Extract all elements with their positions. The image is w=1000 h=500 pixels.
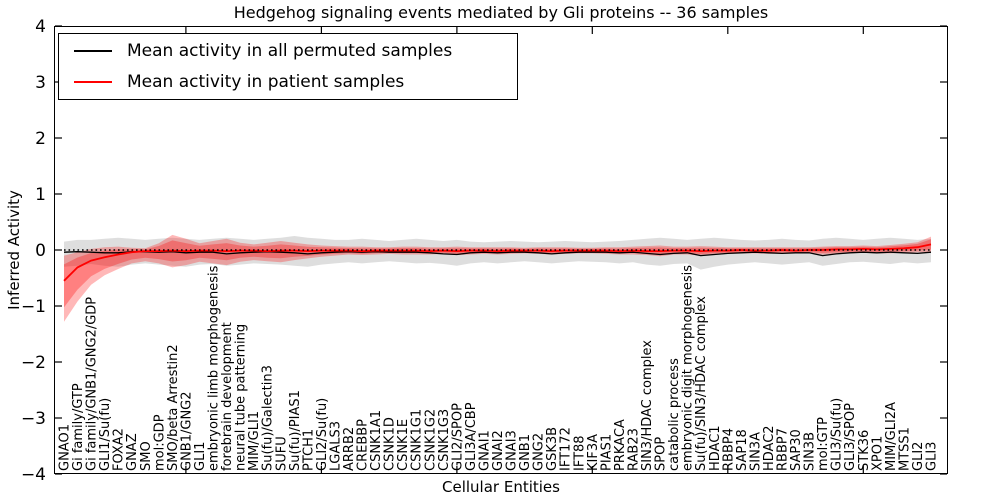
entity-label: GLI3: [925, 442, 940, 471]
y-tick-label: 3: [35, 73, 46, 93]
entity-label: Su(fu)/PIAS1: [288, 390, 303, 471]
entity-label: FOXA2: [112, 428, 127, 471]
legend-line-patient-swatch: [74, 80, 112, 83]
y-tick-label: −3: [21, 409, 46, 429]
entity-label: Su(fu)/SIN3/HDAC complex: [694, 296, 709, 471]
entity-label: STK36: [857, 430, 872, 471]
entity-label: GSK3B: [545, 427, 560, 471]
entity-label: IFT88: [572, 435, 587, 471]
entity-label: GLI2: [911, 442, 926, 471]
patient-band-outer: [64, 234, 931, 322]
y-tick-label: −1: [21, 297, 46, 317]
entity-label: GNAI1: [478, 430, 493, 471]
entity-label: CREBBP: [356, 419, 371, 471]
entity-label: SMO: [139, 441, 154, 471]
entity-label: GLI1: [193, 442, 208, 471]
entity-label: GLI1/Su(fu): [98, 398, 113, 471]
entity-label: MTSS1: [897, 427, 912, 471]
y-tick-label: 2: [35, 129, 46, 149]
entity-label: mol:GDP: [152, 414, 167, 471]
entity-label: PIAS1: [599, 434, 614, 471]
entity-label: CSNK1A1: [369, 410, 384, 471]
entity-label: CSNK1D: [383, 417, 398, 471]
entity-label: Gi family/GTP: [71, 383, 86, 471]
entity-label: Su(fu)/Galectin3: [261, 365, 276, 471]
entity-label: catabolic process: [667, 358, 682, 471]
entity-label: HDAC2: [762, 425, 777, 471]
entity-label: HDAC1: [708, 425, 723, 471]
entity-label: PTCH1: [301, 429, 316, 471]
entity-label: GNAO1: [58, 424, 73, 471]
entity-label: GNG2: [532, 433, 547, 471]
entity-label: embryonic limb morphogenesis: [207, 265, 222, 471]
entity-label: embryonic digit morphogenesis: [681, 265, 696, 471]
entity-label: forebrain development: [220, 322, 235, 471]
permuted-mean-line: [63, 251, 932, 257]
entity-label: mol:GTP: [816, 417, 831, 471]
entity-label: GNB1/GNG2: [179, 391, 194, 471]
y-tick-label: −4: [21, 465, 46, 485]
entity-label: RBBP4: [721, 428, 736, 471]
legend-entry-patient: Mean activity in patient samples: [59, 67, 517, 96]
chart-title: Hedgehog signaling events mediated by Gl…: [233, 3, 769, 22]
y-axis-label: Inferred Activity: [5, 190, 23, 310]
entity-label: CSNK1G1: [410, 409, 425, 471]
entity-label: SPOP: [654, 437, 669, 471]
y-tick-label: 4: [35, 17, 46, 37]
entity-label: SIN3/HDAC complex: [640, 340, 655, 471]
entity-label: GNB1: [518, 434, 533, 471]
axes-frame: [54, 26, 948, 474]
y-tick-label: −2: [21, 353, 46, 373]
legend-line-permuted-swatch: [74, 50, 112, 53]
patient-band-inner: [64, 239, 931, 308]
entity-label: SAP18: [735, 429, 750, 471]
legend-label-permuted: Mean activity in all permuted samples: [127, 41, 453, 62]
entity-label: GLI3/Su(fu): [830, 398, 845, 471]
entity-label: LGALS3: [328, 421, 343, 471]
entity-label: GLI2/Su(fu): [315, 398, 330, 471]
entity-label: SAP30: [789, 429, 804, 471]
legend-label-patient: Mean activity in patient samples: [127, 71, 405, 92]
entity-label: SUFU: [274, 436, 289, 471]
entity-label: ARRB2: [342, 427, 357, 471]
legend: Mean activity in all permuted samples Me…: [58, 33, 518, 100]
entity-label: XPO1: [870, 436, 885, 471]
entity-label: MIM/GLI1: [247, 411, 262, 471]
entity-label: KIF3A: [586, 434, 601, 471]
entity-label: IFT172: [559, 427, 574, 471]
entity-label: PRKACA: [613, 419, 628, 471]
entity-label: SIN3B: [803, 432, 818, 471]
entity-label: GLI2/SPOP: [450, 403, 465, 471]
entity-label: CSNK1E: [396, 419, 411, 471]
entity-label: CSNK1G3: [437, 409, 452, 471]
entity-label: RBBP7: [776, 428, 791, 471]
x-axis-label: Cellular Entities: [442, 478, 560, 496]
entity-label: SMO/beta Arrestin2: [166, 344, 181, 471]
entity-label: GLI3A/CBP: [464, 402, 479, 471]
entity-label: GNAI2: [491, 430, 506, 471]
entity-label: GNAZ: [125, 433, 140, 471]
y-tick-label: 0: [35, 241, 46, 261]
legend-entry-permuted: Mean activity in all permuted samples: [59, 37, 517, 66]
entity-label: Gi family/GNB1/GNG2/GDP: [85, 297, 100, 471]
entity-label: GLI3/SPOP: [843, 403, 858, 471]
y-tick-label: 1: [35, 185, 46, 205]
entity-label: neural tube patterning: [234, 324, 249, 471]
entity-label: RAB23: [627, 428, 642, 471]
entity-label: CSNK1G2: [423, 409, 438, 471]
entity-label: GNAI3: [505, 430, 520, 471]
entity-label: MIM/GLI2A: [884, 402, 899, 471]
entity-label: SIN3A: [748, 432, 763, 471]
